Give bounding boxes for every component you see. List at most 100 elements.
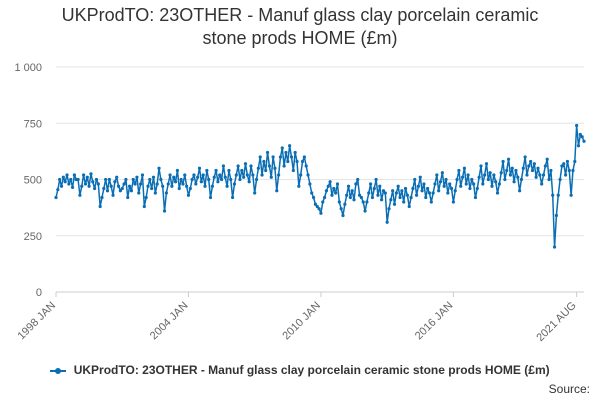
data-point[interactable] — [451, 200, 455, 204]
data-point[interactable] — [247, 180, 251, 184]
data-point[interactable] — [433, 182, 437, 186]
data-point[interactable] — [277, 173, 281, 177]
data-point[interactable] — [232, 182, 237, 186]
data-point[interactable] — [549, 168, 553, 173]
data-point[interactable] — [365, 200, 369, 204]
data-point[interactable] — [562, 162, 566, 166]
data-point[interactable] — [501, 159, 505, 164]
data-point[interactable] — [466, 173, 470, 177]
data-point[interactable] — [253, 191, 257, 195]
data-point[interactable] — [194, 182, 198, 186]
data-point[interactable] — [551, 193, 555, 197]
data-point[interactable] — [416, 184, 421, 188]
data-point[interactable] — [582, 139, 586, 143]
data-point[interactable] — [431, 191, 435, 195]
data-point[interactable] — [527, 164, 531, 168]
data-point[interactable] — [157, 166, 161, 170]
data-point[interactable] — [348, 195, 352, 200]
data-point[interactable] — [437, 189, 441, 193]
data-point[interactable] — [575, 123, 579, 128]
data-point[interactable] — [571, 168, 575, 173]
data-point[interactable] — [284, 150, 288, 155]
data-point[interactable] — [420, 189, 424, 193]
data-point[interactable] — [264, 168, 268, 173]
data-point[interactable] — [131, 177, 135, 182]
data-point[interactable] — [168, 173, 172, 177]
data-point[interactable] — [427, 191, 432, 195]
data-point[interactable] — [492, 173, 496, 177]
data-point[interactable] — [372, 186, 376, 191]
data-point[interactable] — [560, 164, 564, 168]
data-point[interactable] — [159, 177, 163, 182]
data-point[interactable] — [310, 191, 314, 195]
data-point[interactable] — [282, 164, 286, 168]
data-point[interactable] — [497, 182, 501, 186]
data-point[interactable] — [267, 164, 272, 168]
data-point[interactable] — [238, 177, 242, 182]
data-point[interactable] — [529, 159, 533, 164]
data-point[interactable] — [573, 159, 577, 164]
data-point[interactable] — [242, 175, 246, 179]
data-point[interactable] — [521, 166, 525, 170]
data-point[interactable] — [400, 189, 404, 193]
data-point[interactable] — [321, 200, 325, 204]
data-point[interactable] — [405, 193, 409, 197]
data-point[interactable] — [251, 173, 255, 177]
data-point[interactable] — [256, 166, 260, 170]
data-point[interactable] — [85, 175, 89, 179]
data-point[interactable] — [564, 173, 568, 177]
data-point[interactable] — [503, 177, 507, 182]
data-point[interactable] — [122, 182, 126, 186]
data-point[interactable] — [387, 207, 391, 211]
data-point[interactable] — [481, 182, 485, 186]
data-point[interactable] — [207, 177, 211, 182]
data-point[interactable] — [127, 184, 132, 188]
data-point[interactable] — [82, 173, 86, 177]
data-point[interactable] — [212, 175, 216, 179]
data-point[interactable] — [315, 204, 319, 209]
legend[interactable]: UKProdTO: 23OTHER - Manuf glass clay por… — [0, 363, 600, 377]
data-point[interactable] — [297, 184, 301, 188]
data-point[interactable] — [87, 184, 91, 188]
data-point[interactable] — [442, 184, 446, 188]
data-point[interactable] — [155, 182, 159, 186]
data-point[interactable] — [391, 189, 395, 193]
data-point[interactable] — [352, 198, 356, 202]
data-point[interactable] — [403, 186, 408, 191]
data-point[interactable] — [225, 184, 229, 188]
data-point[interactable] — [468, 186, 472, 191]
data-point[interactable] — [100, 195, 104, 200]
data-point[interactable] — [534, 175, 538, 179]
data-point[interactable] — [118, 189, 122, 193]
data-point[interactable] — [453, 189, 457, 193]
data-point[interactable] — [389, 198, 393, 202]
data-point[interactable] — [258, 155, 262, 159]
data-point[interactable] — [140, 173, 145, 177]
data-point[interactable] — [172, 175, 176, 179]
data-point[interactable] — [532, 162, 536, 166]
data-point[interactable] — [94, 177, 99, 182]
data-point[interactable] — [102, 186, 106, 191]
data-point[interactable] — [67, 182, 71, 186]
data-point[interactable] — [280, 146, 284, 150]
data-point[interactable] — [464, 182, 468, 186]
data-point[interactable] — [234, 173, 238, 177]
data-point[interactable] — [265, 150, 270, 155]
data-point[interactable] — [210, 184, 214, 188]
data-point[interactable] — [505, 168, 509, 173]
data-point[interactable] — [411, 186, 415, 191]
data-point[interactable] — [402, 200, 406, 204]
data-point[interactable] — [334, 191, 338, 195]
data-point[interactable] — [289, 155, 294, 159]
data-point[interactable] — [477, 175, 481, 179]
data-point[interactable] — [311, 195, 316, 200]
data-point[interactable] — [177, 186, 181, 191]
data-point[interactable] — [188, 186, 192, 191]
data-point[interactable] — [113, 180, 117, 184]
data-point[interactable] — [484, 162, 489, 166]
data-point[interactable] — [435, 173, 439, 177]
data-point[interactable] — [286, 159, 290, 164]
data-point[interactable] — [245, 173, 249, 177]
data-point[interactable] — [181, 182, 185, 186]
data-point[interactable] — [567, 168, 571, 173]
